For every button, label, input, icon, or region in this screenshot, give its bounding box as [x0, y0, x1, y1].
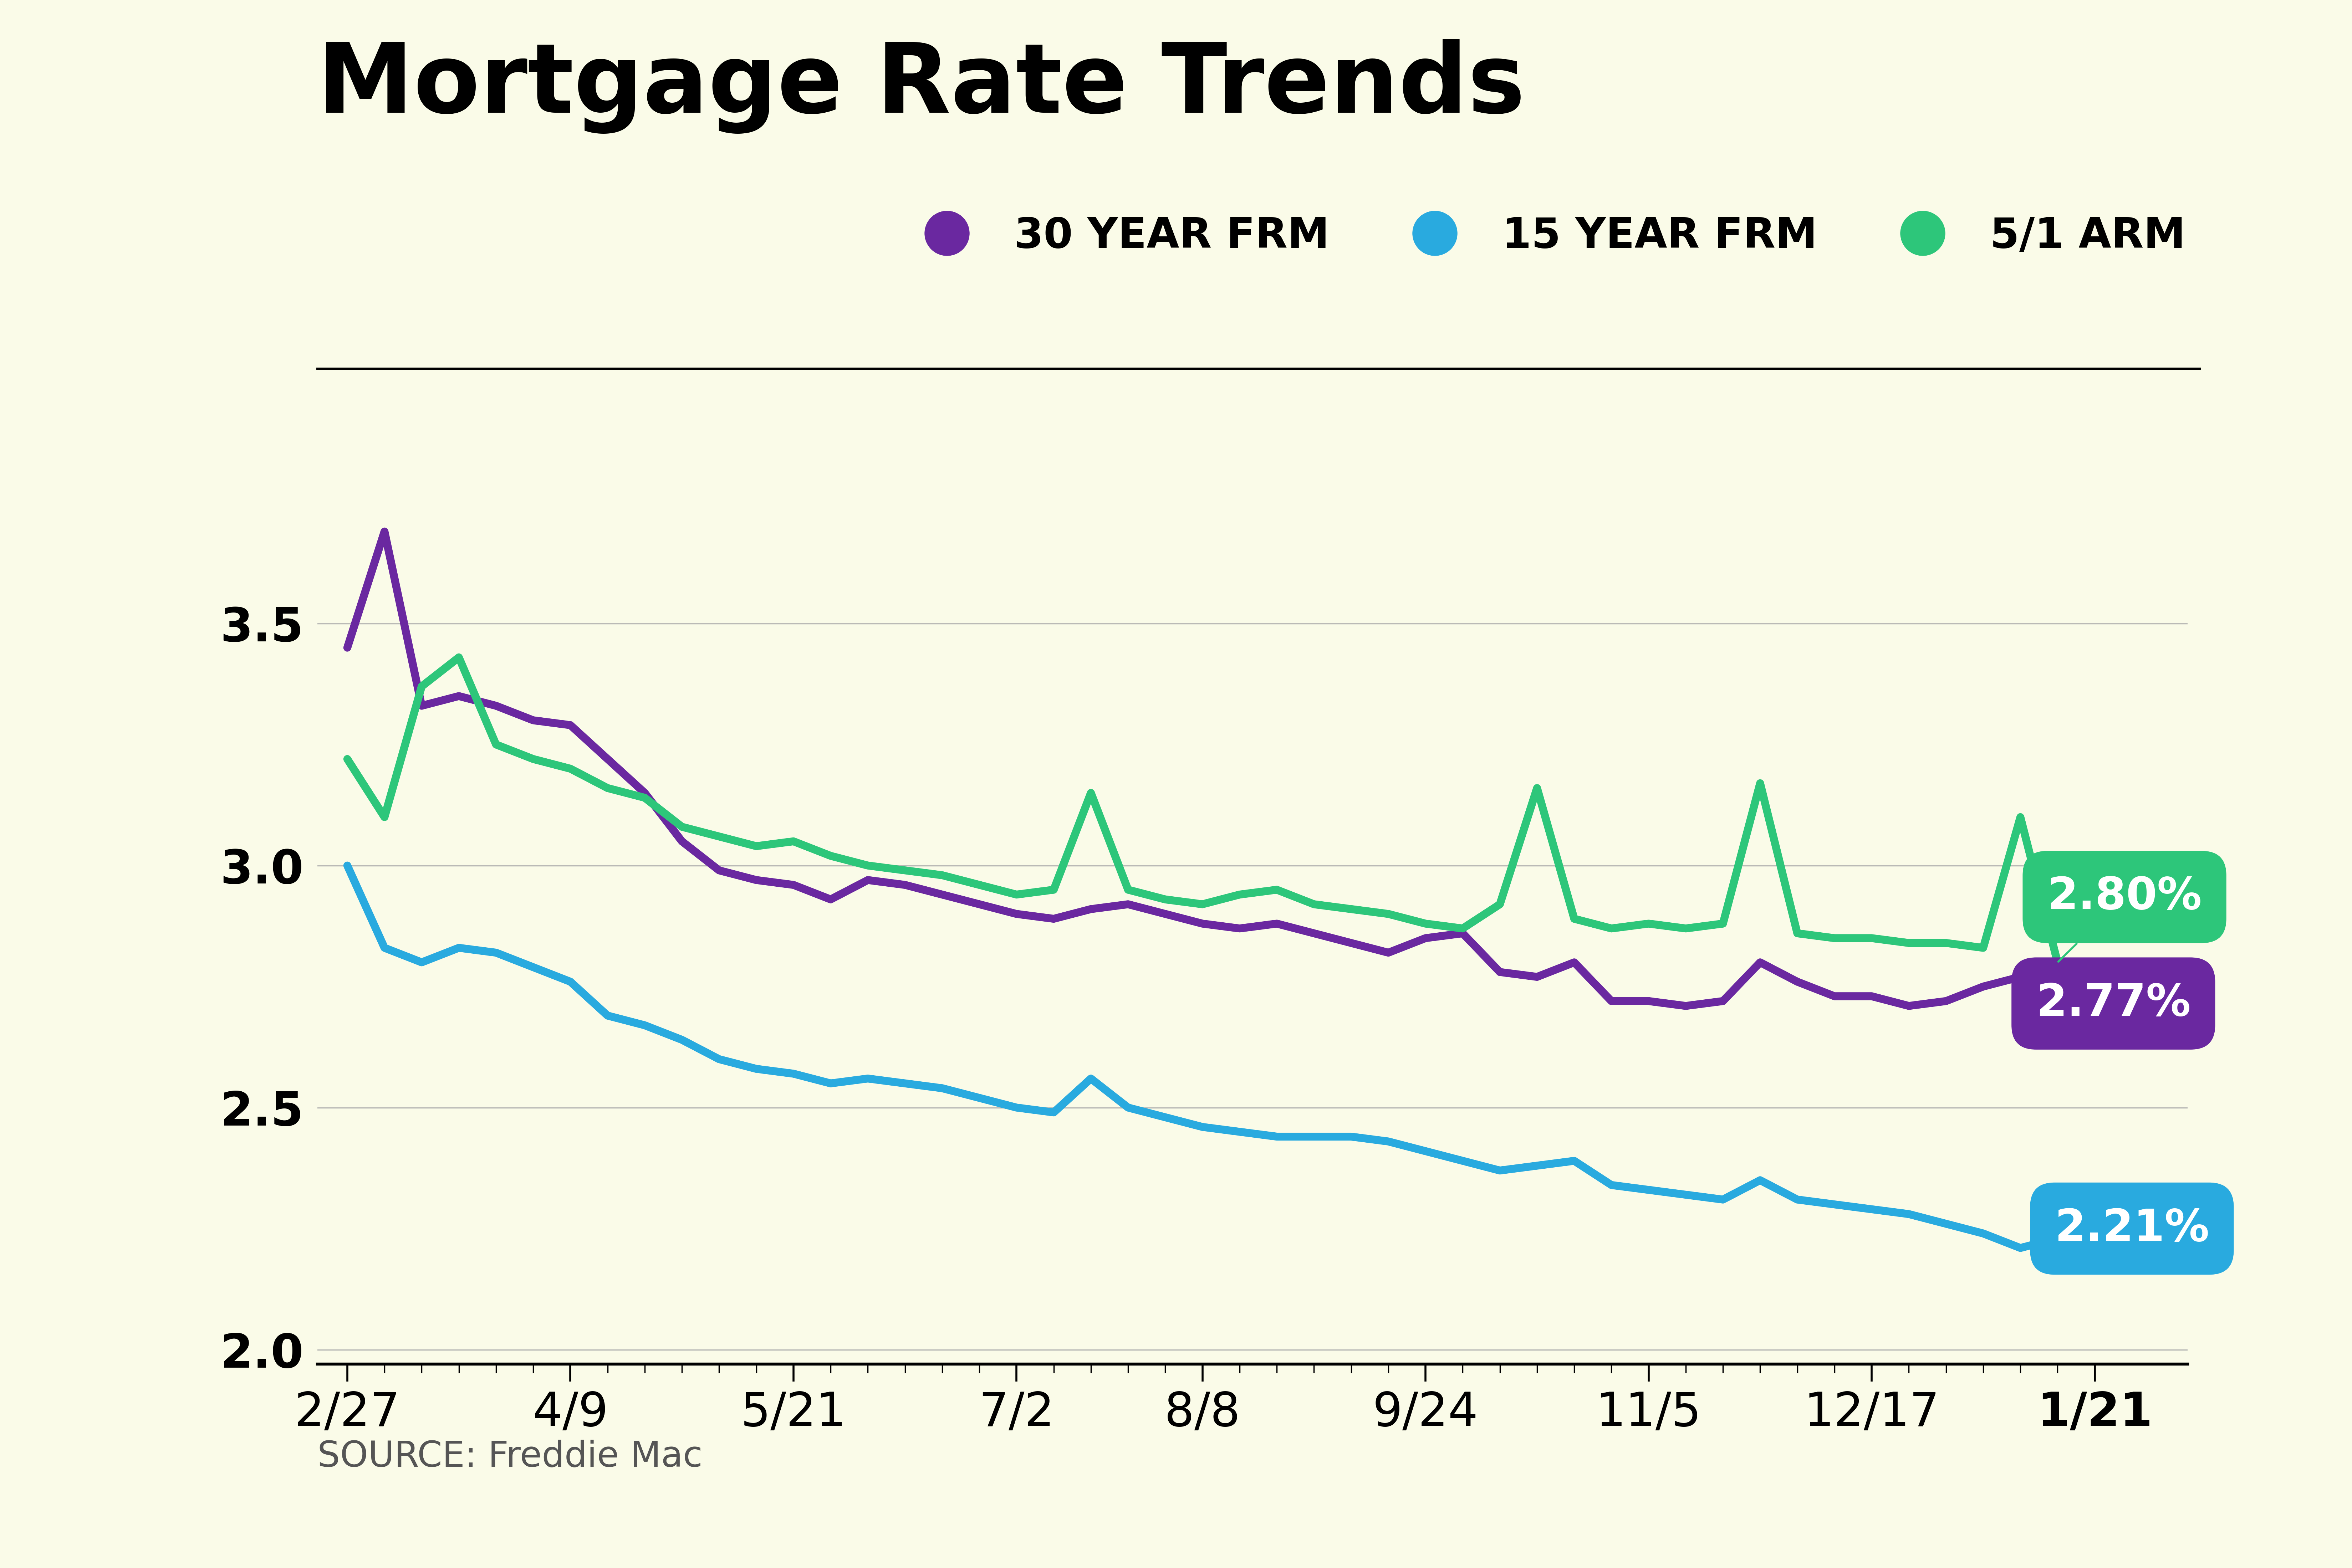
Text: 2.80%: 2.80% — [2046, 875, 2201, 961]
Text: Mortgage Rate Trends: Mortgage Rate Trends — [318, 39, 1524, 133]
Text: 2.21%: 2.21% — [2053, 1207, 2209, 1250]
Text: SOURCE: Freddie Mac: SOURCE: Freddie Mac — [318, 1439, 703, 1474]
Text: 2.77%: 2.77% — [2037, 978, 2190, 1025]
Legend: 30 YEAR FRM, 15 YEAR FRM, 5/1 ARM: 30 YEAR FRM, 15 YEAR FRM, 5/1 ARM — [906, 216, 2185, 257]
